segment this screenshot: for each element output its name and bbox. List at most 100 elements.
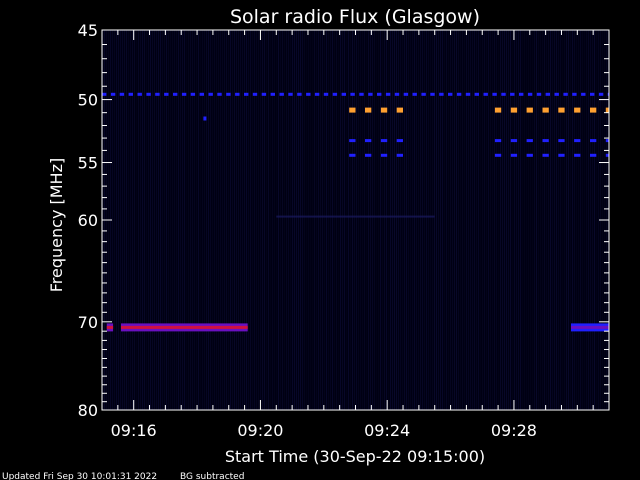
noise-streak <box>476 30 477 410</box>
noise-streak <box>196 30 197 410</box>
emission-dash-blue <box>323 92 329 96</box>
noise-streak <box>576 30 577 410</box>
noise-streak <box>226 30 227 410</box>
noise-streak <box>446 30 447 410</box>
emission-dash-blue <box>519 92 524 96</box>
emission-dash-blue <box>598 92 604 96</box>
noise-streak <box>192 30 193 410</box>
emission-dash-blue <box>341 92 346 96</box>
noise-streak <box>332 30 333 410</box>
emission-dash-blue <box>208 92 213 96</box>
noise-streak <box>562 30 563 410</box>
x-tick-label: 09:28 <box>491 421 537 440</box>
noise-streak <box>454 30 455 410</box>
noise-streak <box>366 30 367 410</box>
noise-streak <box>578 30 579 410</box>
noise-streak <box>300 30 301 410</box>
noise-streak <box>426 30 427 410</box>
noise-streak <box>328 30 329 410</box>
emission-dash-blue <box>226 92 231 96</box>
noise-streak <box>268 30 269 410</box>
noise-streak <box>504 30 505 410</box>
noise-streak <box>210 30 211 410</box>
noise-streak <box>188 30 189 410</box>
emission-dash-blue <box>412 92 417 96</box>
emission-dash-blue <box>581 92 586 96</box>
noise-streak <box>458 30 459 410</box>
noise-streak <box>362 30 363 410</box>
y-tick-label: 80 <box>78 401 98 420</box>
noise-streak <box>356 30 357 410</box>
emission-dash-blue <box>119 92 125 96</box>
noise-streak <box>492 30 493 410</box>
noise-streak <box>314 30 315 410</box>
noise-streak <box>374 30 375 410</box>
noise-streak <box>348 30 349 410</box>
noise-streak <box>424 30 425 410</box>
emission-dash-blue <box>474 92 479 96</box>
noise-streak <box>334 30 335 410</box>
noise-streak <box>534 30 535 410</box>
emission-dash-blue <box>605 139 609 143</box>
emission-dash-blue <box>306 92 311 96</box>
noise-streak <box>468 30 469 410</box>
noise-streak <box>522 30 523 410</box>
noise-streak <box>322 30 323 410</box>
noise-streak <box>544 30 545 410</box>
noise-streak <box>530 30 531 410</box>
emission-dash-blue <box>605 153 609 157</box>
noise-streak <box>592 30 593 410</box>
noise-streak <box>278 30 279 410</box>
noise-streak <box>264 30 265 410</box>
noise-streak <box>154 30 155 410</box>
updated-timestamp: Updated Fri Sep 30 10:01:31 2022 <box>2 472 157 480</box>
emission-dash-blue <box>199 92 204 96</box>
axes: 09:16 09:20 09:24 09:28 45 50 55 60 70 80 <box>78 21 610 440</box>
emission-dash-blue <box>456 92 462 96</box>
x-tick-label: 09:20 <box>237 421 283 440</box>
noise-streak <box>298 30 299 410</box>
noise-streak <box>152 30 153 410</box>
emission-dash-blue <box>270 92 275 96</box>
emission-dash-blue <box>439 92 444 96</box>
noise-streak <box>378 30 379 410</box>
noise-streak <box>526 30 527 410</box>
noise-streak <box>142 30 143 410</box>
noise-streak <box>404 30 405 410</box>
noise-streak <box>310 30 311 410</box>
noise-streak <box>414 30 415 410</box>
noise-streak <box>444 30 445 410</box>
emission-dash-blue <box>483 92 488 96</box>
noise-streak <box>486 30 487 410</box>
noise-streak <box>270 30 271 410</box>
noise-streak <box>200 30 201 410</box>
emission-dash-blue <box>494 139 502 143</box>
emission-dash-blue <box>526 139 533 143</box>
noise-streak <box>248 30 249 410</box>
noise-streak <box>350 30 351 410</box>
emission-dash-orange <box>590 107 597 113</box>
noise-streak <box>160 30 161 410</box>
noise-streak <box>532 30 533 410</box>
noise-streak <box>364 30 365 410</box>
emission-dash-blue <box>492 92 497 96</box>
noise-streak <box>434 30 435 410</box>
noise-streak <box>418 30 419 410</box>
emission-dash-blue <box>279 92 284 96</box>
noise-streak <box>182 30 183 410</box>
noise-streak <box>582 30 583 410</box>
noise-streak <box>218 30 219 410</box>
emission-dash-blue <box>137 92 142 96</box>
emission-dash-orange <box>396 107 403 113</box>
noise-streak <box>148 30 149 410</box>
emission-dash-blue <box>146 92 151 96</box>
faint-band-60mhz <box>276 215 435 218</box>
noise-streak <box>280 30 281 410</box>
noise-streak <box>254 30 255 410</box>
noise-streak <box>134 30 135 410</box>
emission-dash-orange <box>365 107 372 113</box>
noise-streak <box>456 30 457 410</box>
emission-dash-orange <box>380 107 388 113</box>
noise-streak <box>202 30 203 410</box>
